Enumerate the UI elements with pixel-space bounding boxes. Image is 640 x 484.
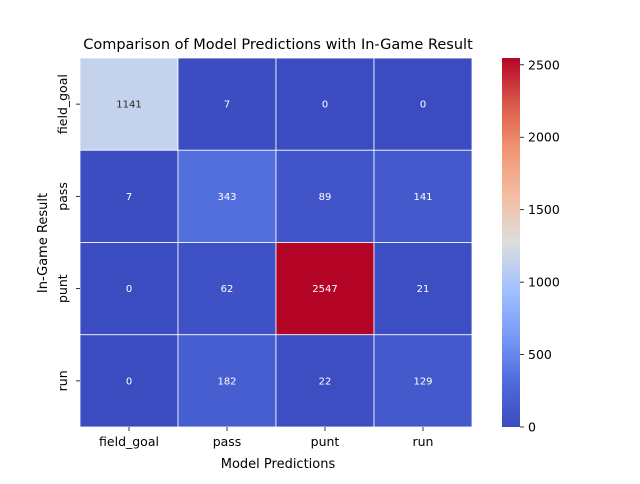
heatmap-cell — [275, 334, 375, 428]
cell-value-label: 182 — [217, 376, 236, 387]
y-tick-label: field_goal — [55, 74, 70, 134]
cell-value-label: 0 — [126, 284, 132, 295]
heatmap-cell — [373, 57, 473, 151]
cell-value-label: 1141 — [116, 100, 141, 111]
heatmap-cell — [79, 334, 179, 428]
heatmap-cell — [275, 57, 375, 151]
heatmap-cell — [79, 149, 179, 243]
x-tick-label: field_goal — [99, 434, 159, 449]
cell-value-label: 0 — [126, 376, 132, 387]
colorbar-tick-label: 1500 — [528, 202, 560, 217]
heatmap-cell — [177, 242, 277, 336]
chart-title: Comparison of Model Predictions with In-… — [83, 37, 473, 53]
heatmap-cells — [79, 57, 473, 428]
cell-value-label: 2547 — [312, 284, 337, 295]
x-axis-label: Model Predictions — [221, 457, 336, 472]
colorbar-tick-label: 2000 — [528, 130, 560, 145]
cell-value-label: 21 — [417, 284, 430, 295]
heatmap-cell — [177, 149, 277, 243]
heatmap-cell — [79, 57, 179, 151]
heatmap-cell — [373, 149, 473, 243]
x-axis: field_goal pass punt run — [99, 427, 433, 449]
y-tick-label: run — [55, 370, 70, 391]
cell-value-label: 7 — [126, 192, 132, 203]
heatmap-cell — [177, 334, 277, 428]
colorbar-tick-label: 0 — [528, 420, 536, 435]
colorbar-tick-label: 500 — [528, 347, 552, 362]
cell-value-label: 0 — [420, 100, 426, 111]
heatmap-cell — [373, 242, 473, 336]
cell-value-label: 62 — [221, 284, 234, 295]
cell-value-label: 22 — [319, 376, 332, 387]
x-tick-label: pass — [213, 434, 242, 449]
colorbar-gradient — [502, 58, 520, 427]
heatmap-cell — [373, 334, 473, 428]
y-tick-label: pass — [55, 182, 70, 211]
y-tick-label: punt — [55, 274, 70, 303]
x-tick-label: run — [413, 434, 434, 449]
x-tick-label: punt — [311, 434, 340, 449]
heatmap-cell-labels: 1141 7 0 0 7 343 89 141 0 62 2547 21 0 182 22 129 — [116, 100, 432, 388]
colorbar-tick-label: 2500 — [528, 57, 560, 72]
cell-value-label: 0 — [322, 100, 328, 111]
colorbar-tick-label: 1000 — [528, 275, 560, 290]
cell-value-label: 89 — [319, 192, 332, 203]
cell-value-label: 343 — [217, 192, 236, 203]
cell-value-label: 141 — [413, 192, 432, 203]
colorbar: 0 500 1000 1500 2000 2500 — [502, 57, 560, 435]
y-axis-label: In-Game Result — [36, 193, 51, 293]
heatmap-cell — [177, 57, 277, 151]
cell-value-label: 7 — [224, 100, 230, 111]
cell-value-label: 129 — [413, 376, 432, 387]
